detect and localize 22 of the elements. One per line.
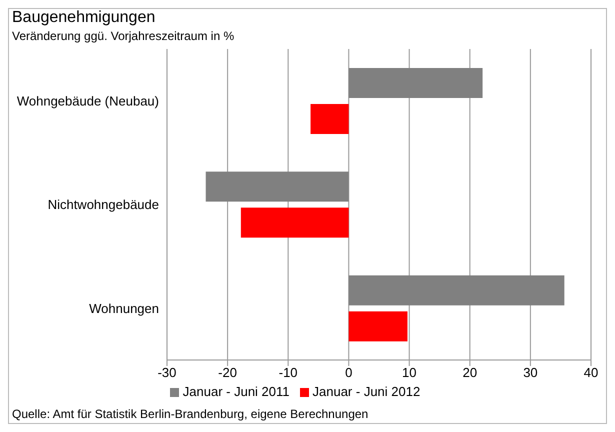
x-tick-label: 30 (523, 365, 538, 380)
y-tick-label: Wohngebäude (Neubau) (16, 93, 159, 108)
x-tick-label: -20 (218, 365, 237, 380)
legend-label: Januar - Juni 2011 (182, 384, 290, 399)
x-tick-label: 40 (584, 365, 598, 380)
chart-title: Baugenehmigungen (12, 9, 156, 27)
source-note: Quelle: Amt für Statistik Berlin-Brandenburg, eigene Berechnungen (12, 407, 368, 421)
chart-subtitle: Veränderung ggü. Vorjahreszeitraum in % (12, 29, 234, 43)
bar (240, 208, 349, 238)
x-tick-label: 20 (462, 365, 478, 380)
x-tick-label: 10 (402, 365, 417, 380)
bar (206, 172, 349, 202)
y-tick-label: Nichtwohngebäude (48, 197, 159, 212)
y-tick-label: Wohnungen (89, 300, 159, 316)
x-tick-label: -10 (278, 365, 298, 380)
legend-label: Januar - Juni 2012 (312, 384, 420, 399)
bar (348, 68, 483, 98)
bar (310, 104, 349, 134)
x-tick-label: -30 (158, 365, 176, 380)
bar (348, 275, 564, 306)
bar (348, 311, 408, 342)
x-tick-label: 0 (345, 365, 352, 380)
